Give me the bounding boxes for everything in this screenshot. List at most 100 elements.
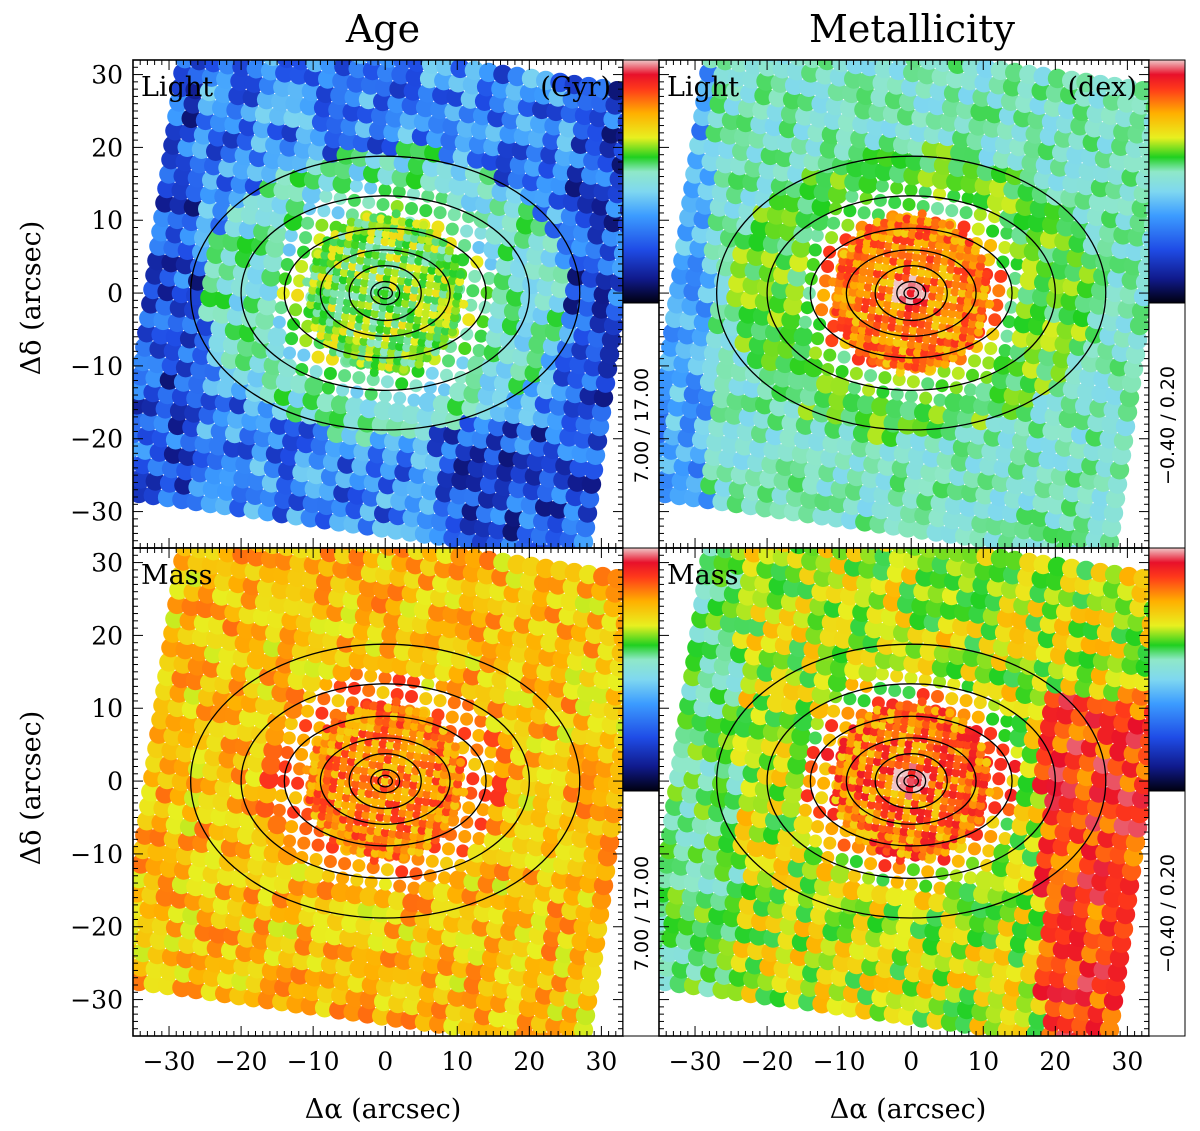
map-cell: [563, 398, 583, 418]
map-cell: [423, 782, 433, 792]
map-cell: [263, 355, 283, 376]
map-cell: [293, 36, 312, 55]
map-cell: [248, 635, 269, 656]
map-cell: [509, 643, 530, 663]
map-cell: [361, 975, 382, 995]
map-cell: [795, 106, 815, 126]
map-cell: [216, 763, 236, 783]
isophote-contour: [189, 643, 581, 919]
map-cell: [426, 925, 447, 946]
map-cell: [171, 283, 192, 304]
map-cell: [699, 166, 719, 186]
map-cell: [850, 129, 870, 149]
map-cell: [265, 444, 286, 464]
map-cell: [946, 172, 966, 192]
map-cell: [358, 729, 368, 739]
map-cell: [847, 243, 857, 253]
map-cell: [927, 298, 937, 308]
map-cell: [468, 757, 482, 771]
map-cell: [186, 876, 206, 897]
map-cell: [468, 269, 482, 283]
map-cell: [533, 511, 553, 532]
map-cell: [375, 77, 395, 97]
colorbar-range-label: −0.40 / 0.20: [1157, 366, 1179, 485]
map-cell: [961, 259, 971, 269]
map-cell: [337, 770, 347, 780]
map-cell: [969, 425, 989, 445]
map-cell: [375, 761, 385, 771]
map-cell: [257, 193, 277, 213]
map-cell: [388, 829, 397, 839]
map-cell: [165, 712, 185, 732]
map-cell: [663, 323, 683, 343]
map-cell: [957, 237, 967, 246]
map-cell: [489, 402, 510, 422]
map-cell: [462, 698, 476, 712]
map-cell: [135, 337, 155, 357]
map-cell: [909, 122, 929, 143]
map-cell: [143, 973, 163, 994]
map-cell: [503, 301, 524, 321]
map-cell: [363, 256, 373, 266]
map-cell: [420, 264, 430, 274]
map-cell: [301, 807, 315, 821]
map-cell: [430, 244, 440, 254]
map-cell: [920, 462, 940, 482]
map-cell: [956, 295, 966, 305]
map-cell: [208, 333, 228, 353]
map-cell: [493, 373, 514, 394]
map-cell: [329, 725, 339, 735]
map-cell: [259, 666, 279, 686]
map-cell: [219, 955, 239, 975]
map-cell: [1054, 334, 1074, 354]
map-cell: [310, 436, 330, 456]
map-cell: [202, 967, 223, 987]
map-cell: [816, 477, 836, 497]
map-cell: [593, 875, 614, 896]
map-cell: [424, 631, 444, 651]
map-cell: [378, 877, 392, 891]
map-cell: [505, 569, 525, 589]
map-cell: [431, 237, 441, 246]
map-cell: [355, 915, 375, 935]
map-cell: [388, 890, 408, 911]
map-cell: [366, 861, 380, 875]
map-cell: [906, 375, 920, 389]
map-cell: [710, 403, 730, 423]
map-cell: [316, 880, 336, 901]
map-cell: [1103, 503, 1124, 523]
map-cell: [933, 155, 954, 175]
map-cell: [760, 248, 781, 269]
map-cell: [916, 200, 930, 213]
map-cell: [309, 615, 330, 635]
map-cell: [351, 728, 360, 738]
map-cell: [392, 741, 402, 751]
map-cell: [878, 133, 899, 153]
map-cell: [589, 698, 609, 719]
map-cell: [799, 180, 819, 200]
map-cell: [302, 981, 322, 1002]
map-cell: [900, 228, 910, 238]
map-cell: [548, 87, 568, 107]
map-cell: [323, 768, 333, 778]
map-cell: [683, 281, 703, 302]
map-cell: [521, 556, 542, 577]
map-cell: [736, 421, 757, 442]
map-cell: [591, 299, 611, 319]
map-cell: [984, 342, 998, 355]
map-cell: [386, 296, 396, 306]
map-cell: [791, 444, 812, 464]
map-cell: [151, 813, 171, 833]
map-cell: [141, 782, 161, 802]
map-cell: [1065, 468, 1085, 488]
map-cell: [174, 475, 194, 495]
map-cell: [832, 464, 852, 485]
map-cell: [431, 220, 445, 234]
map-cell: [1047, 68, 1068, 89]
map-cell: [408, 787, 418, 797]
map-cell: [281, 610, 301, 631]
map-cell: [434, 174, 454, 194]
map-cell: [1028, 522, 1048, 542]
map-cell: [396, 771, 405, 781]
map-cell: [1103, 297, 1123, 317]
